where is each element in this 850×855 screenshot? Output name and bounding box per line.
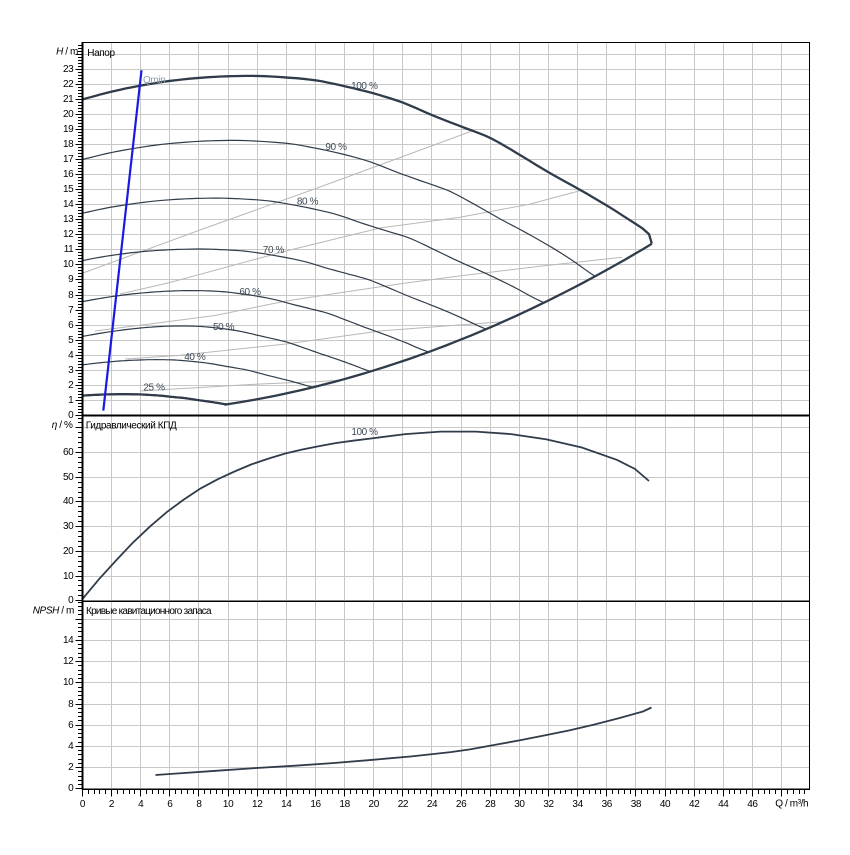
svg-text:22: 22 — [398, 799, 409, 810]
svg-text:18: 18 — [63, 139, 74, 150]
svg-text:60 %: 60 % — [239, 287, 261, 298]
svg-text:Кривые кавитационного запаса: Кривые кавитационного запаса — [86, 606, 212, 617]
svg-text:2: 2 — [68, 380, 74, 391]
svg-text:12: 12 — [63, 656, 74, 667]
svg-text:20: 20 — [369, 799, 380, 810]
svg-text:19: 19 — [63, 124, 74, 135]
svg-text:42: 42 — [689, 799, 700, 810]
svg-text:5: 5 — [68, 335, 74, 346]
svg-text:0: 0 — [68, 595, 74, 606]
svg-text:12: 12 — [63, 229, 74, 240]
svg-text:80 %: 80 % — [297, 196, 319, 207]
svg-text:Q / m³/h: Q / m³/h — [775, 799, 808, 810]
svg-text:30: 30 — [514, 799, 525, 810]
svg-text:Напор: Напор — [87, 48, 115, 59]
svg-text:22: 22 — [63, 79, 74, 90]
svg-text:0: 0 — [80, 799, 86, 810]
svg-text:1: 1 — [68, 395, 74, 406]
svg-text:36: 36 — [602, 799, 613, 810]
svg-text:8: 8 — [196, 799, 202, 810]
svg-text:H / m: H / m — [56, 47, 78, 58]
svg-text:11: 11 — [64, 244, 74, 255]
svg-text:30: 30 — [63, 521, 74, 532]
svg-text:15: 15 — [63, 184, 74, 195]
svg-text:40: 40 — [660, 799, 671, 810]
svg-text:9: 9 — [68, 274, 74, 285]
svg-text:16: 16 — [63, 169, 74, 180]
svg-text:Гидравлический КПД: Гидравлический КПД — [86, 421, 177, 432]
svg-text:50 %: 50 % — [213, 322, 235, 333]
svg-text:60: 60 — [63, 447, 74, 458]
svg-text:6: 6 — [68, 720, 74, 731]
svg-text:20: 20 — [63, 546, 74, 557]
svg-text:10: 10 — [63, 259, 74, 270]
svg-text:46: 46 — [747, 799, 758, 810]
svg-text:14: 14 — [63, 199, 74, 210]
svg-text:28: 28 — [485, 799, 496, 810]
svg-text:0: 0 — [68, 410, 74, 421]
svg-text:20: 20 — [63, 109, 74, 120]
svg-text:34: 34 — [572, 799, 583, 810]
svg-text:40 %: 40 % — [184, 352, 206, 363]
svg-text:4: 4 — [68, 741, 74, 752]
svg-text:44: 44 — [718, 799, 729, 810]
svg-text:38: 38 — [631, 799, 642, 810]
svg-text:21: 21 — [63, 94, 74, 105]
svg-text:14: 14 — [281, 799, 292, 810]
svg-text:4: 4 — [68, 350, 74, 361]
svg-text:23: 23 — [63, 64, 74, 75]
svg-text:7: 7 — [68, 305, 74, 316]
svg-text:NPSH / m: NPSH / m — [33, 606, 74, 617]
svg-text:4: 4 — [138, 799, 144, 810]
svg-text:90 %: 90 % — [325, 142, 347, 153]
svg-text:25 %: 25 % — [143, 382, 165, 393]
svg-text:η / %: η / % — [52, 420, 73, 431]
svg-text:6: 6 — [167, 799, 173, 810]
svg-text:0: 0 — [68, 783, 74, 794]
svg-text:10: 10 — [223, 799, 234, 810]
svg-text:10: 10 — [63, 571, 74, 582]
svg-text:Qmin: Qmin — [143, 75, 165, 86]
svg-text:50: 50 — [63, 472, 74, 483]
svg-text:2: 2 — [68, 762, 74, 773]
svg-text:2: 2 — [109, 799, 115, 810]
svg-text:18: 18 — [339, 799, 350, 810]
svg-text:100 %: 100 % — [351, 427, 378, 438]
svg-text:14: 14 — [63, 635, 74, 646]
svg-text:40: 40 — [63, 496, 74, 507]
svg-text:10: 10 — [63, 677, 74, 688]
svg-text:6: 6 — [68, 320, 74, 331]
svg-text:12: 12 — [252, 799, 263, 810]
svg-text:26: 26 — [456, 799, 467, 810]
svg-text:3: 3 — [68, 365, 74, 376]
svg-text:70 %: 70 % — [263, 245, 285, 256]
svg-text:32: 32 — [543, 799, 554, 810]
svg-text:13: 13 — [63, 214, 74, 225]
svg-text:8: 8 — [68, 699, 74, 710]
svg-text:100 %: 100 % — [351, 81, 378, 92]
svg-text:8: 8 — [68, 290, 74, 301]
svg-text:24: 24 — [427, 799, 438, 810]
svg-text:17: 17 — [63, 154, 74, 165]
svg-text:16: 16 — [310, 799, 321, 810]
